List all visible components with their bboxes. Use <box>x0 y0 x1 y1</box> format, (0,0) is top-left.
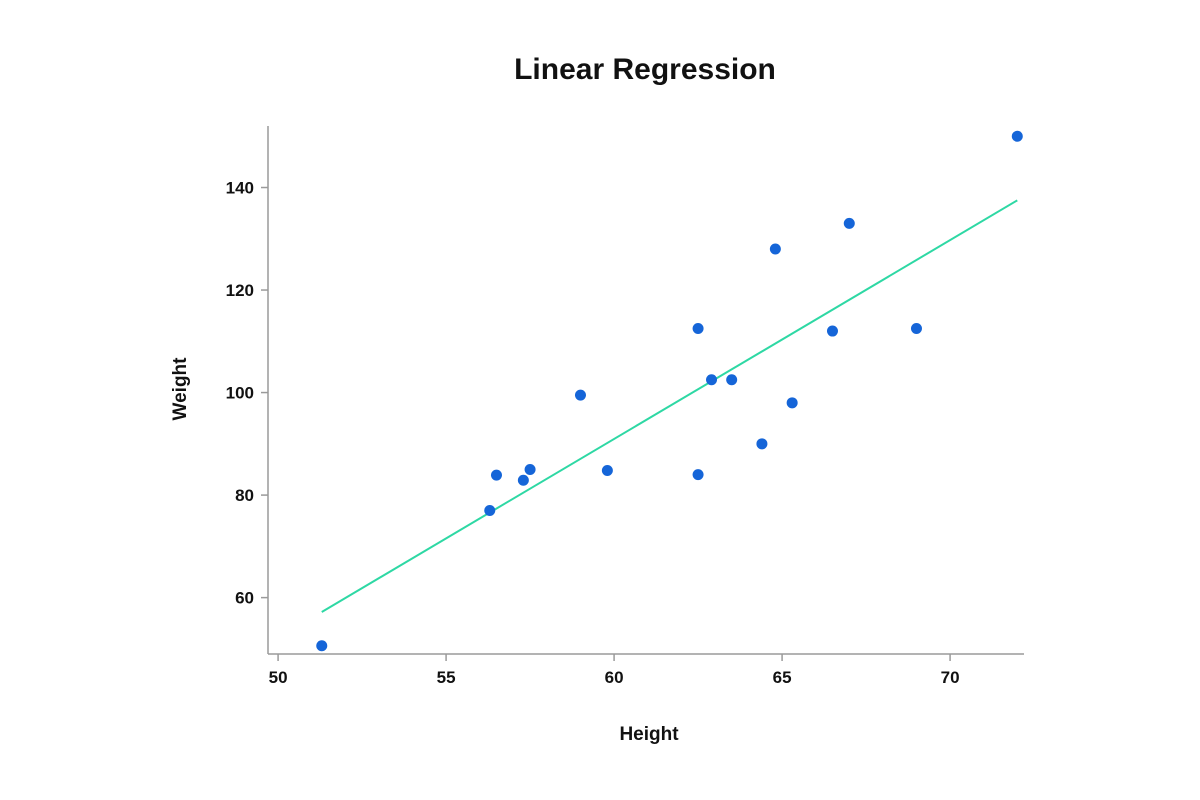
data-point <box>574 389 586 401</box>
x-tick-label: 70 <box>941 668 960 687</box>
data-point <box>692 469 704 481</box>
x-tick-label: 50 <box>269 668 288 687</box>
regression-line <box>321 199 1018 613</box>
y-tick-label: 100 <box>226 384 254 403</box>
data-point <box>316 640 328 652</box>
data-point <box>726 374 738 386</box>
data-point <box>756 438 768 450</box>
y-tick-label: 120 <box>226 281 254 300</box>
regression-line-group <box>321 199 1018 613</box>
x-tick-label: 65 <box>773 668 792 687</box>
y-axis-title: Weight <box>170 357 191 421</box>
plot-area: 50 55 60 65 70 60 80 100 120 140 <box>226 126 1024 687</box>
data-point <box>692 322 704 334</box>
data-point <box>706 374 718 386</box>
x-axis-ticks: 50 55 60 65 70 <box>269 654 960 687</box>
data-point <box>910 322 922 334</box>
data-points <box>316 130 1023 652</box>
data-point <box>769 243 781 255</box>
data-point <box>843 217 855 229</box>
chart-title: Linear Regression <box>514 53 776 86</box>
y-tick-label: 60 <box>235 589 254 608</box>
data-point <box>826 325 838 337</box>
x-tick-label: 55 <box>437 668 456 687</box>
data-point <box>1011 130 1023 142</box>
data-point <box>786 397 798 409</box>
y-tick-label: 140 <box>226 179 254 198</box>
data-point <box>490 469 502 481</box>
y-axis-ticks: 60 80 100 120 140 <box>226 179 268 608</box>
data-point <box>524 463 536 475</box>
data-point <box>601 464 613 476</box>
x-tick-label: 60 <box>605 668 624 687</box>
y-tick-label: 80 <box>235 486 254 505</box>
x-axis-title: Height <box>619 724 679 745</box>
data-point <box>517 474 529 486</box>
data-point <box>484 504 496 516</box>
